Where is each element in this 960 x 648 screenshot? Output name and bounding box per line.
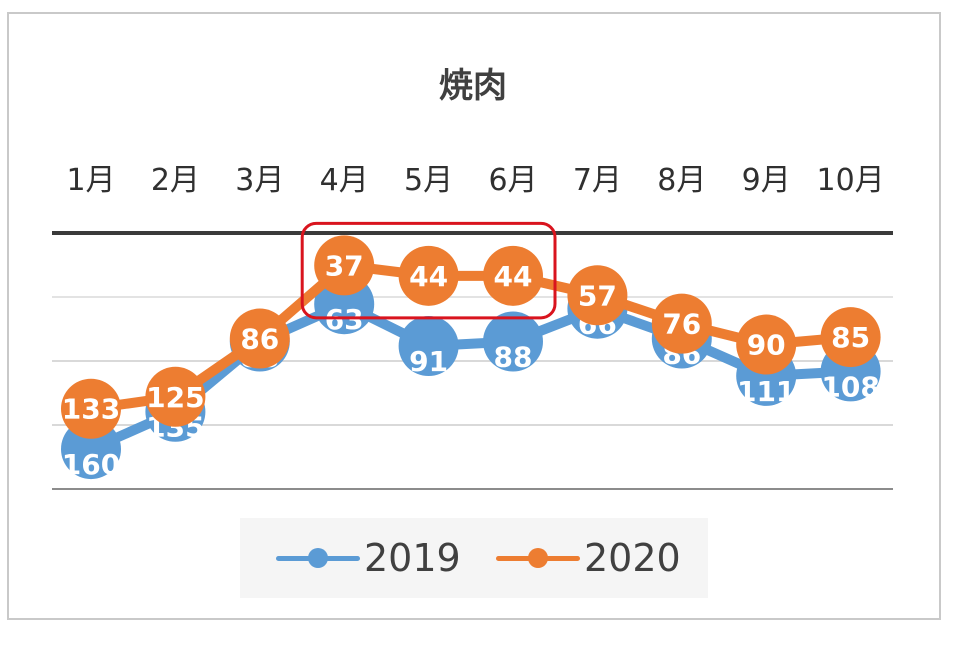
- x-tick-label: 6月: [488, 163, 537, 198]
- legend: 2019 2020: [240, 518, 708, 598]
- data-label-2020: 86: [240, 323, 279, 356]
- data-label-2020: 37: [325, 249, 364, 282]
- data-point-2019[interactable]: [483, 311, 543, 372]
- x-tick-label: 10月: [817, 163, 885, 198]
- data-point-2020[interactable]: [314, 235, 375, 296]
- data-label-2019: 160: [62, 448, 120, 481]
- x-tick-label: 1月: [66, 163, 115, 198]
- x-tick-label: 3月: [235, 163, 284, 198]
- data-point-2019[interactable]: [398, 316, 459, 377]
- x-tick-label: 4月: [320, 163, 369, 198]
- data-label-2020: 44: [494, 260, 533, 293]
- data-point-2020[interactable]: [145, 366, 206, 427]
- data-point-2020[interactable]: [483, 245, 543, 306]
- data-label-2020: 57: [578, 279, 617, 312]
- data-point-2020[interactable]: [229, 308, 290, 369]
- data-point-2020[interactable]: [567, 265, 628, 326]
- data-label-2020: 125: [146, 381, 204, 414]
- data-label-2020: 76: [662, 308, 701, 341]
- highlight-box: [300, 221, 557, 320]
- legend-marker-2020: [528, 548, 548, 568]
- x-axis-tick-labels: 1月 2月 3月 4月 5月 6月 7月 8月 9月 10月: [66, 163, 884, 198]
- data-point-2020[interactable]: [61, 378, 121, 439]
- x-tick-label: 9月: [742, 163, 791, 198]
- legend-item-2020[interactable]: 2020: [496, 518, 681, 598]
- data-label-2019: 88: [494, 341, 533, 374]
- chart-title: 焼肉: [439, 66, 507, 106]
- series-2020: 133 125 86 37 44 44 57 76 90 85: [61, 235, 881, 439]
- legend-item-2019[interactable]: 2019: [276, 518, 461, 598]
- data-label-2019: 111: [737, 375, 795, 408]
- data-point-2020[interactable]: [398, 245, 459, 306]
- data-point-2020[interactable]: [820, 307, 881, 368]
- data-label-2020: 90: [747, 329, 786, 362]
- series-layer: 1601358863918866861111081331258637444457…: [61, 235, 881, 481]
- data-point-2020[interactable]: [736, 314, 797, 375]
- data-label-2019: 108: [821, 370, 879, 403]
- data-label-2020: 44: [409, 260, 448, 293]
- legend-label-2020: 2020: [584, 536, 681, 580]
- series-line-2020: [86, 260, 856, 414]
- series-line-2019: [86, 299, 856, 455]
- data-label-2020: 133: [62, 393, 120, 426]
- data-label-2020: 85: [831, 321, 870, 354]
- x-tick-label: 8月: [657, 163, 706, 198]
- x-tick-label: 2月: [151, 163, 200, 198]
- data-label-2019: 63: [325, 303, 364, 336]
- legend-swatch-2020: [496, 546, 580, 570]
- data-label-2019: 91: [409, 345, 448, 378]
- x-tick-label: 5月: [404, 163, 453, 198]
- data-point-2020[interactable]: [651, 293, 712, 354]
- legend-label-2019: 2019: [364, 536, 461, 580]
- legend-swatch-2019: [276, 546, 360, 570]
- x-tick-label: 7月: [573, 163, 622, 198]
- legend-marker-2019: [308, 548, 328, 568]
